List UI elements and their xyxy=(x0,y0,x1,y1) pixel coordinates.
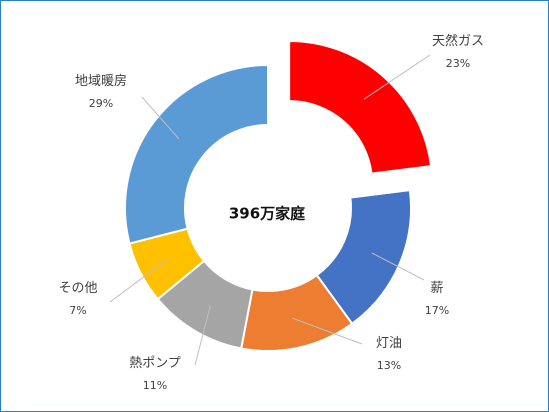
center-label: 396万家庭 xyxy=(229,205,306,223)
slice-name-label: 灯油 xyxy=(376,336,402,351)
slice-name-label: その他 xyxy=(58,281,97,296)
slice-percent-label: 17% xyxy=(425,304,449,317)
slice-name-label: 地域暖房 xyxy=(75,73,127,89)
leader-line-1 xyxy=(363,54,431,100)
slice-percent-label: 13% xyxy=(377,359,401,372)
slice-labels: 天然ガス 23% 薪 17% 灯油 13% 熱ポンプ 11% その他 7% 地域暖房 29% xyxy=(58,33,484,392)
leader-line-6 xyxy=(141,96,180,140)
slice-name-label: 天然ガス xyxy=(432,33,484,49)
slice-percent-label: 7% xyxy=(69,304,86,317)
slice-percent-label: 11% xyxy=(143,379,167,392)
slice-percent-label: 29% xyxy=(89,97,113,110)
slice-percent-label: 23% xyxy=(446,57,470,70)
donut-slice-6 xyxy=(124,63,269,245)
slice-name-label: 熱ポンプ xyxy=(129,356,181,371)
leader-line-3 xyxy=(292,317,363,345)
donut-slice-1 xyxy=(288,39,433,175)
leader-lines xyxy=(109,54,431,366)
slice-name-label: 薪 xyxy=(430,281,443,296)
leader-line-4 xyxy=(194,305,211,366)
donut-slices xyxy=(124,39,433,352)
leader-line-2 xyxy=(371,252,425,281)
leader-line-5 xyxy=(109,258,168,303)
